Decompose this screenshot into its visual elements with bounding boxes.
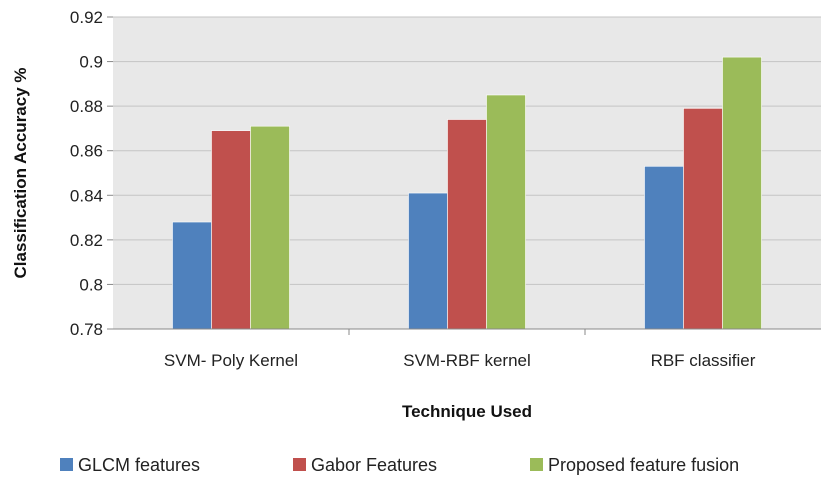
bar [644,166,684,330]
bar [250,125,290,330]
legend-swatch [530,458,543,471]
x-axis-title: Technique Used [402,402,532,421]
legend-label: Gabor Features [311,455,437,475]
y-axis-ticks: 0.78 0.8 0.82 0.84 0.86 0.88 0.9 0.92 [70,8,113,339]
bar [172,221,212,330]
x-tick-label: SVM- Poly Kernel [164,351,298,370]
y-tick-label: 0.78 [70,320,103,339]
bar [447,119,487,330]
x-axis-ticks: SVM- Poly Kernel SVM-RBF kernel RBF classi… [164,329,756,370]
legend-label: GLCM features [78,455,200,475]
legend: GLCM features Gabor Features Proposed feat… [60,455,739,475]
y-tick-label: 0.9 [79,53,103,72]
y-tick-label: 0.92 [70,8,103,27]
bar [486,94,526,330]
x-tick-label: SVM-RBF kernel [403,351,531,370]
legend-swatch [60,458,73,471]
y-axis-title: Classification Accuracy % [11,67,30,278]
y-tick-label: 0.84 [70,186,103,205]
y-tick-label: 0.86 [70,142,103,161]
legend-label: Proposed feature fusion [548,455,739,475]
y-tick-label: 0.82 [70,231,103,250]
bar [683,108,723,330]
bar [722,56,762,330]
y-tick-label: 0.88 [70,97,103,116]
x-tick-label: RBF classifier [651,351,756,370]
bar [408,192,448,330]
bars [172,56,762,330]
legend-swatch [293,458,306,471]
y-tick-label: 0.8 [79,275,103,294]
bar [211,130,251,330]
